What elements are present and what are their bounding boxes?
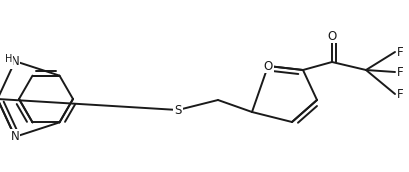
Text: F: F <box>396 88 402 100</box>
Text: H: H <box>4 54 12 64</box>
Text: F: F <box>396 46 402 58</box>
Text: S: S <box>174 104 181 116</box>
Text: O: O <box>326 30 336 42</box>
Text: O: O <box>263 60 272 73</box>
Text: N: N <box>11 130 19 143</box>
Text: N: N <box>11 55 19 68</box>
Text: F: F <box>396 66 402 78</box>
